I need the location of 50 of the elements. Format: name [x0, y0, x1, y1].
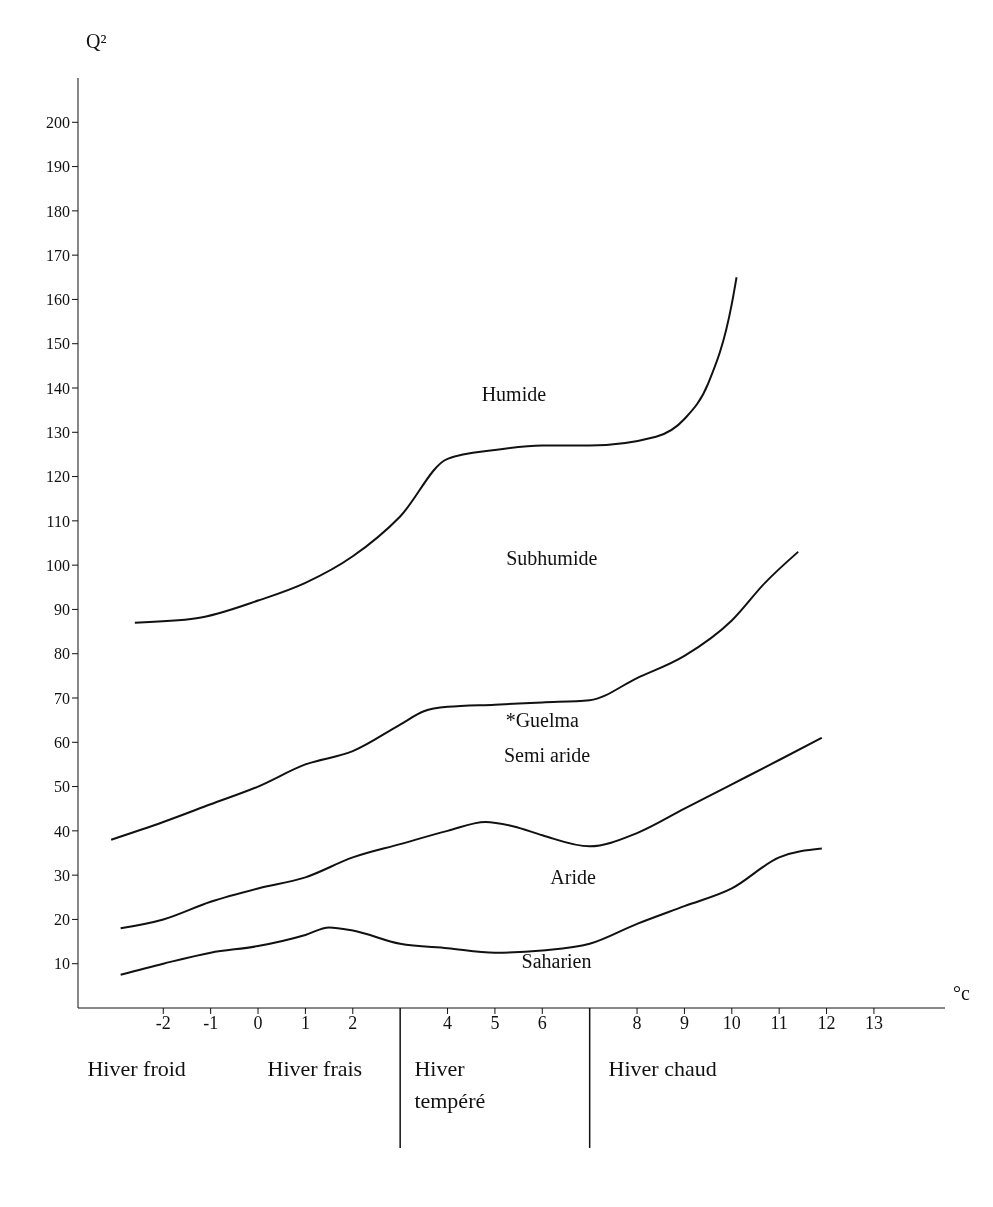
x-axis-title: °c [953, 982, 970, 1004]
text: Hiver frais [267, 1056, 363, 1081]
text: Hiver tempéré [414, 1055, 487, 1115]
y-tick-label: 130 [46, 423, 70, 441]
text: Hiver chaud [608, 1055, 718, 1083]
y-tick-label: 120 [46, 468, 70, 486]
x-tick-label: 9 [679, 1012, 689, 1033]
y-tick-label: 80 [54, 645, 70, 663]
x-tick-label: 11 [770, 1012, 788, 1033]
line-series [119, 847, 823, 976]
x-tick-label: 12 [817, 1012, 836, 1033]
y-tick-label: 90 [54, 601, 70, 619]
annotation: Saharien [521, 950, 592, 973]
y-tick-label: 40 [54, 822, 70, 840]
y-tick-label: 150 [46, 335, 70, 353]
annotation: *Guelma [505, 708, 580, 731]
x-tick-label: 10 [722, 1012, 741, 1033]
x-tick-label: 4 [443, 1012, 453, 1033]
y-tick-label: 60 [54, 733, 70, 751]
annotation: Semi aride [503, 744, 591, 767]
x-tick-label: 8 [632, 1012, 642, 1033]
x-tick-label: 0 [253, 1012, 263, 1033]
text: Hiver froid [87, 1055, 187, 1083]
y-tick-label: 10 [54, 955, 70, 973]
x-tick-label: 13 [864, 1012, 883, 1033]
y-tick-label: 30 [54, 866, 70, 884]
x-tick-label: -2 [155, 1012, 171, 1033]
x-tick-label: -1 [203, 1012, 219, 1033]
x-tick-label: 2 [348, 1012, 358, 1033]
line-series [110, 550, 800, 841]
y-tick-label: 190 [46, 158, 70, 176]
y-tick-label: 70 [54, 689, 70, 707]
y-axis-title: Q² [86, 30, 107, 52]
y-tick-label: 160 [46, 291, 70, 309]
annotation: Humide [481, 383, 547, 406]
x-tick-label: 6 [537, 1012, 547, 1033]
x-tick-label: 1 [300, 1012, 310, 1033]
annotation: Aride [550, 866, 596, 889]
y-tick-label: 110 [46, 512, 70, 530]
line-series [133, 276, 738, 624]
y-tick-label: 140 [46, 379, 70, 397]
y-tick-label: 170 [46, 246, 70, 264]
y-tick-label: 50 [54, 778, 70, 796]
y-tick-label: 100 [46, 556, 70, 574]
y-tick-label: 20 [54, 911, 70, 929]
x-tick-label: 5 [490, 1012, 500, 1033]
line-series [119, 736, 823, 930]
y-tick-label: 180 [46, 202, 70, 220]
annotation: Subhumide [506, 547, 598, 570]
y-tick-label: 200 [46, 113, 70, 131]
